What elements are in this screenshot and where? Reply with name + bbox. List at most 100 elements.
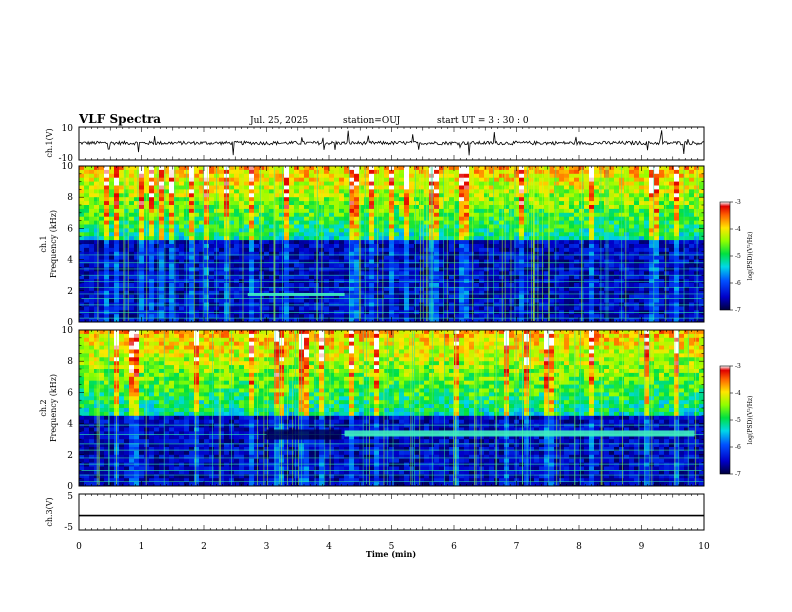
spectrogram-cell [159,166,165,171]
spectrogram-cell [309,290,315,296]
spectrogram-cell [609,220,615,225]
spectrogram-cell [279,240,285,245]
spectrogram-cell [109,286,115,292]
spectrogram-cell [254,318,260,323]
spectrogram-cell [584,314,590,319]
spectrogram-cell [494,201,500,206]
spectrogram-cell [304,247,310,253]
spectrogram-cell [389,205,395,210]
spectrogram-cell [159,240,165,245]
spectrogram-cell [414,314,420,319]
spectrogram-cell [329,306,335,311]
spectrogram-cell [584,193,590,198]
spectrogram-cell [444,314,450,319]
spectrogram-cell [379,197,385,202]
spectrogram-cell [139,267,145,272]
spectrogram-cell [324,201,330,206]
spectrogram-cell [114,220,120,225]
spectrogram-cell [354,205,360,210]
spectrogram-cell [519,197,525,202]
spectrogram-cell [109,220,115,225]
spectrogram-cell [649,251,655,257]
spectrogram-cell [464,169,470,175]
spectrogram-cell [124,283,130,288]
spectrogram-cell [414,177,420,182]
spectrogram-cell [269,255,275,260]
spectrogram-cell [274,228,280,233]
spectrogram-cell [489,181,495,186]
spectrogram-cell [454,286,460,292]
spectrogram-cell [389,294,395,299]
spectrogram-cell [659,286,665,292]
spectrogram-cell [514,201,520,206]
spectrogram-cell [364,169,370,175]
spectrogram-cell [339,212,345,218]
spectrogram-cell [449,244,455,249]
spectrogram-cell [94,244,100,249]
spectrogram-cell [99,255,105,260]
spectrogram-cell [329,193,335,198]
spectrogram-cell [589,166,595,171]
spectrogram-cell [359,197,365,202]
spectrogram-cell [384,205,390,210]
figure-title: VLF Spectra [78,112,161,126]
spectrogram-cell [489,193,495,198]
spectrogram-cell [624,177,630,182]
spectrogram-cell [539,169,545,175]
spectrogram-cell [614,177,620,182]
spectrogram-cell [219,298,225,303]
spectrogram-cell [249,259,255,264]
spectrogram-cell [549,251,555,257]
spectrogram-cell [129,224,135,229]
spectrogram-cell [574,240,580,245]
spectrogram-cell [264,236,270,241]
spectrogram-cell [639,247,645,253]
spectrogram-cell [629,220,635,225]
spectrogram-cell [609,228,615,233]
spectrogram-cell [434,247,440,253]
spectrogram-cell [404,189,410,194]
spectrogram-cell [374,247,380,253]
spectrogram-cell [369,267,375,272]
spectrogram-cell [194,224,200,229]
spectrogram-cell [124,216,130,221]
spectrogram-cell [349,205,355,210]
spectrogram-cell [664,169,670,175]
spectrogram-cell [334,205,340,210]
spectrogram-cell [99,263,105,268]
spectrogram-cell [469,290,475,296]
spectrogram-cell [194,290,200,296]
spectrogram-cell [344,169,350,175]
spectrogram-cell [669,228,675,233]
spectrogram-cell [349,166,355,171]
spectrogram-cell [584,318,590,323]
spectrogram-cell [419,267,425,272]
spectrogram-cell [404,294,410,299]
spectrogram-cell [449,255,455,260]
spectrogram-cell [434,185,440,190]
spectrogram-cell [569,205,575,210]
spectrogram-cell [634,181,640,186]
spectrogram-cell [564,290,570,296]
spectrogram-cell [349,189,355,194]
spectrogram-cell [574,255,580,260]
spectrogram-cell [544,259,550,264]
spectrogram-cell [94,212,100,218]
spectrogram-cell [574,314,580,319]
spectrogram-cell [454,240,460,245]
spectrogram-cell [554,224,560,229]
spectrogram-cell [564,193,570,198]
spectrogram-cell [599,271,605,276]
spectrogram-cell [189,197,195,202]
spectrogram-cell [564,166,570,171]
spectrogram-cell [99,244,105,249]
spectrogram-cell [369,181,375,186]
spectrogram-cell [614,173,620,179]
spectrogram-cell [89,173,95,179]
spectrogram-cell [344,298,350,303]
spectrogram-cell [124,212,130,218]
spectrogram-cell [109,314,115,319]
spectrogram-cell [544,240,550,245]
spectrogram-cell [399,173,405,179]
spectrogram-cell [599,255,605,260]
